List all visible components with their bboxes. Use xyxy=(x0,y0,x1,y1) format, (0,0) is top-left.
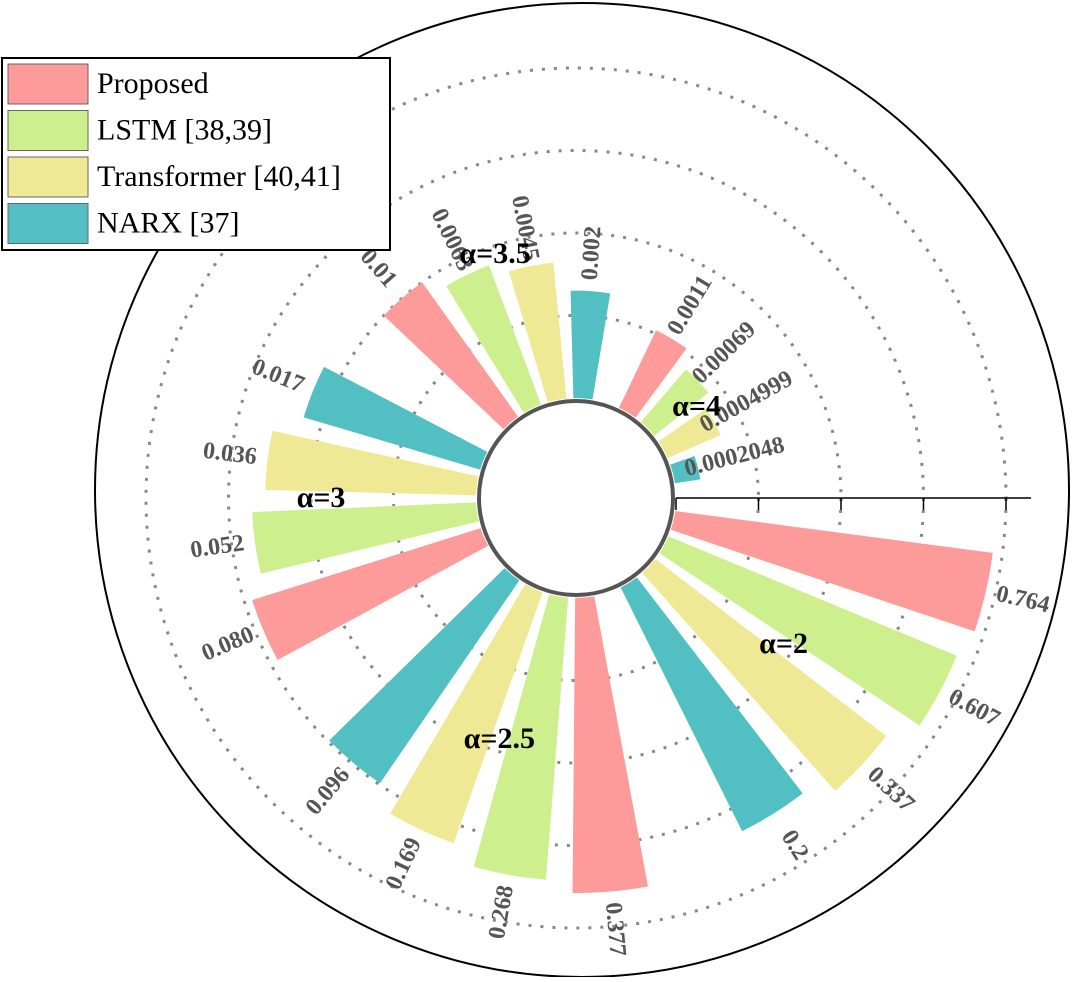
group-label: α=2.5 xyxy=(464,722,535,755)
value-label: 0.017 xyxy=(248,354,308,398)
legend-label: NARX [37] xyxy=(97,206,240,239)
value-label: 0.00069 xyxy=(687,317,761,390)
value-label: 0.052 xyxy=(189,530,246,563)
value-label: 0.096 xyxy=(301,762,356,820)
bar xyxy=(640,369,709,436)
legend-swatch xyxy=(7,63,89,105)
bar xyxy=(265,430,479,496)
bar xyxy=(642,558,887,791)
value-label: 0.377 xyxy=(600,901,631,957)
bar xyxy=(619,330,687,418)
bar xyxy=(390,584,543,844)
value-label: 0.268 xyxy=(484,883,519,941)
bar xyxy=(252,528,489,660)
value-label: 0.169 xyxy=(381,834,427,894)
bar xyxy=(658,408,721,459)
bar xyxy=(572,596,648,894)
bar xyxy=(570,290,611,400)
legend: Proposed LSTM [38,39] Transformer [40,41] N… xyxy=(1,57,391,251)
group-label: α=4 xyxy=(672,390,721,423)
legend-label: Transformer [40,41] xyxy=(97,160,341,193)
group-label: α=3.5 xyxy=(459,237,530,270)
bar xyxy=(252,502,479,574)
value-label: 0.607 xyxy=(944,684,1004,732)
bar xyxy=(620,577,803,832)
legend-swatch xyxy=(7,203,89,244)
bar xyxy=(383,282,518,430)
value-label: 0.002 xyxy=(577,225,607,281)
inner-circle xyxy=(477,399,675,597)
bar xyxy=(446,265,541,413)
bar xyxy=(473,594,569,880)
group-label: α=2 xyxy=(759,627,808,660)
value-label: 0.2 xyxy=(776,826,814,865)
value-label: 0.764 xyxy=(994,581,1052,618)
bar xyxy=(303,366,488,470)
value-label: 0.036 xyxy=(202,438,259,470)
legend-label: LSTM [38,39] xyxy=(97,113,272,146)
bar xyxy=(670,456,701,484)
bar xyxy=(508,262,567,403)
value-label: 0.01 xyxy=(355,244,402,293)
bar xyxy=(659,536,957,726)
bar xyxy=(329,568,520,784)
group-label: α=3 xyxy=(297,481,346,514)
legend-swatch xyxy=(7,110,89,151)
legend-label: Proposed xyxy=(97,67,209,100)
legend-swatch xyxy=(7,156,89,198)
bar xyxy=(670,511,993,632)
value-label: 0.0011 xyxy=(662,271,718,340)
value-label: 0.080 xyxy=(198,622,258,667)
